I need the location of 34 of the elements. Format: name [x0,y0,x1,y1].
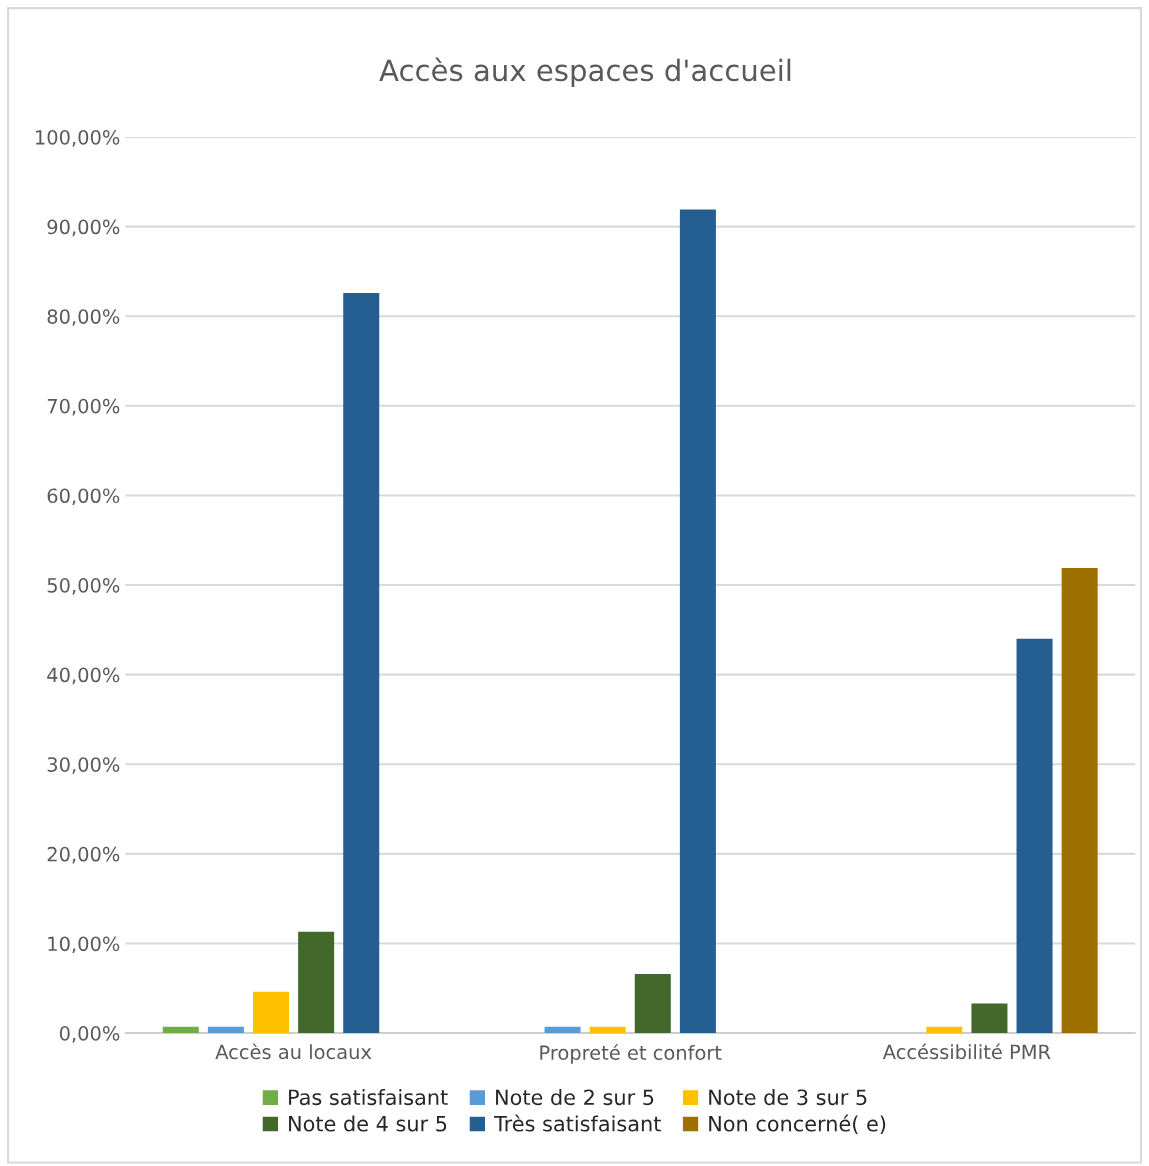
bar [343,292,380,1034]
bar [679,209,716,1034]
bar [926,1026,963,1034]
y-tick-label: 40,00% [47,667,120,685]
x-tick-label: Accéssibilité PMR [882,1043,1051,1060]
x-tick-label: Propreté et confort [540,1044,722,1064]
y-tick-label: 60,00% [47,488,120,506]
y-tick-label: 30,00% [47,757,120,774]
bar [544,1026,581,1034]
bar [253,991,290,1034]
chart-title: Accès aux espaces d'accueil [379,57,791,87]
bar [207,1026,244,1034]
y-tick-label: 10,00% [48,936,120,954]
y-tick-label: 90,00% [47,219,120,237]
bar [971,1003,1008,1034]
bar [634,973,671,1034]
bar [1016,638,1053,1034]
y-tick-label: 20,00% [47,846,120,864]
legend-label: Note de 4 sur 5 [289,1115,447,1132]
bar [298,931,335,1034]
bar [589,1026,626,1034]
bar [162,1026,199,1034]
bar [1061,568,1098,1034]
y-tick-label: 100,00% [36,129,120,147]
y-tick-label: 70,00% [47,398,120,416]
legend-label: Très satisfaisant [493,1114,661,1132]
y-tick-label: 80,00% [47,309,120,326]
y-tick-label: 50,00% [47,578,120,595]
legend-label: Non concerné( e) [709,1114,886,1134]
legend-label: Pas satisfaisant [289,1089,448,1106]
y-tick-label: 0,00% [59,1026,120,1043]
x-tick-label: Accès au locaux [215,1043,372,1060]
legend-label: Note de 2 sur 5 [496,1089,654,1106]
legend-label: Note de 3 sur 5 [709,1089,867,1106]
